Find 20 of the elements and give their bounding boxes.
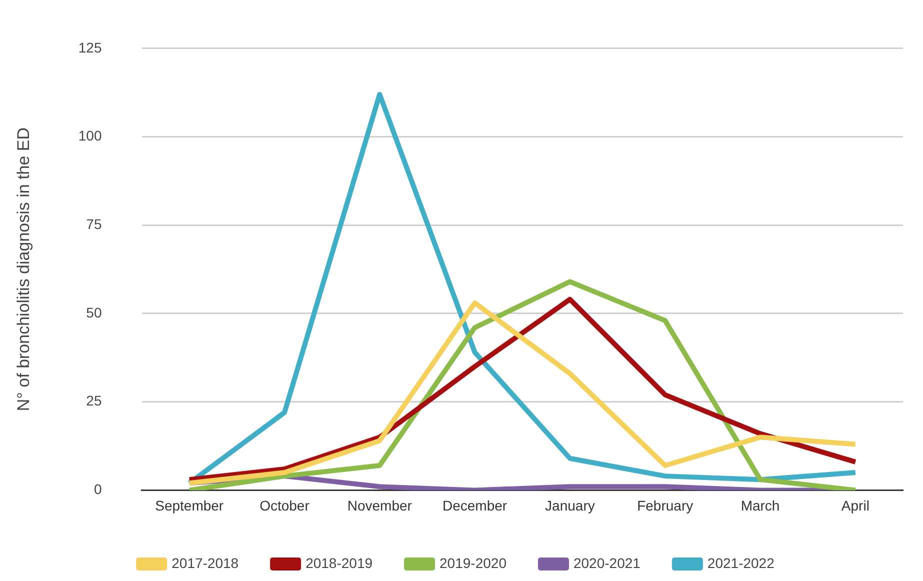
legend-label: 2017-2018 — [172, 554, 239, 571]
y-tick-label: 75 — [86, 216, 102, 232]
y-tick-label: 50 — [86, 304, 102, 320]
legend-label: 2019-2020 — [440, 554, 507, 571]
x-tick-label: November — [347, 497, 412, 514]
y-tick-label: 100 — [78, 128, 102, 144]
legend-label: 2020-2021 — [573, 554, 641, 571]
x-tick-label: December — [442, 497, 508, 514]
y-tick-label: 25 — [86, 392, 102, 409]
x-tick-label: March — [740, 497, 780, 514]
x-tick-label: April — [841, 497, 870, 514]
x-tick-label: September — [155, 497, 224, 514]
legend-label: 2021-2022 — [707, 554, 775, 571]
y-tick-label: 125 — [78, 39, 102, 56]
legend-label: 2018-2019 — [306, 554, 373, 571]
x-tick-label: February — [637, 497, 694, 514]
x-tick-label: October — [260, 497, 310, 514]
y-axis-title: N° of bronchiolitis diagnosis in the ED — [14, 127, 33, 412]
y-tick-label: 0 — [94, 481, 102, 498]
x-tick-label: January — [545, 497, 595, 514]
